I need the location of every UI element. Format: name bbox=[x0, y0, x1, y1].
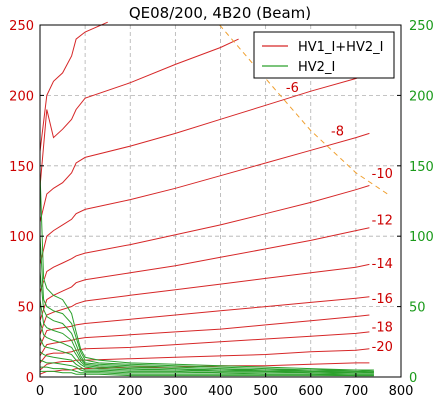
y2-tick-label: 0 bbox=[409, 371, 417, 386]
y-tick-label: 200 bbox=[9, 89, 34, 104]
curve-label: -20 bbox=[372, 340, 393, 355]
x-tick-label: 500 bbox=[253, 384, 278, 399]
hv2-series-line bbox=[39, 236, 374, 372]
plot-series bbox=[39, 21, 374, 377]
curve-label: -16 bbox=[372, 292, 393, 307]
y-tick-label: 50 bbox=[17, 301, 34, 316]
hv1-hv2-series-line bbox=[39, 72, 370, 223]
hv2-series-line bbox=[39, 337, 374, 374]
y2-tick-label: 200 bbox=[409, 89, 434, 104]
legend-label: HV2_I bbox=[298, 60, 335, 75]
x-tick-label: 600 bbox=[298, 384, 323, 399]
curve-labels: -6 -8 -10 -12 -14 -16 -18 -20 bbox=[286, 81, 393, 355]
y2-tick-label: 250 bbox=[409, 19, 434, 34]
curve-label: -14 bbox=[372, 257, 393, 272]
y-tick-label: 150 bbox=[9, 160, 34, 175]
hv2-series-line bbox=[39, 299, 374, 374]
x-tick-label: 400 bbox=[208, 384, 233, 399]
curve-label: -18 bbox=[372, 320, 393, 335]
hv1-hv2-series-line bbox=[39, 185, 370, 293]
x-tick-label: 0 bbox=[36, 384, 44, 399]
chart-title: QE08/200, 4B20 (Beam) bbox=[129, 4, 311, 22]
y-tick-label: 100 bbox=[9, 230, 34, 245]
y-tick-label: 250 bbox=[9, 19, 34, 34]
legend-box bbox=[253, 31, 395, 79]
legend-label: HV1_I+HV2_I bbox=[298, 40, 383, 55]
hv1-hv2-series-line bbox=[39, 21, 108, 152]
curve-label: -8 bbox=[331, 125, 344, 140]
x-tick-label: 800 bbox=[389, 384, 414, 399]
curve-label: -10 bbox=[372, 167, 393, 182]
hv1-hv2-series-line bbox=[39, 331, 370, 364]
y2-tick-label: 50 bbox=[409, 301, 426, 316]
x-tick-label: 100 bbox=[73, 384, 98, 399]
curve-label: -6 bbox=[286, 81, 299, 96]
y2-tick-label: 150 bbox=[409, 160, 434, 175]
hv2-series-line bbox=[39, 172, 374, 371]
y-tick-label: 0 bbox=[26, 371, 34, 386]
hv2-series-line bbox=[39, 351, 374, 375]
hv2-series-line bbox=[40, 366, 374, 377]
hv1-hv2-series-line bbox=[39, 314, 370, 357]
hv1-hv2-series-line bbox=[39, 132, 370, 265]
load-line bbox=[219, 24, 388, 195]
load-line-path bbox=[219, 24, 388, 195]
hv1-hv2-series-line bbox=[39, 38, 239, 187]
x-tick-label: 300 bbox=[163, 384, 188, 399]
curve-label: -12 bbox=[372, 213, 393, 228]
x-tick-label: 200 bbox=[118, 384, 143, 399]
legend: HV1_I+HV2_I HV2_I bbox=[253, 31, 395, 79]
axes: 0 100 200 300 400 500 600 700 800050100150200250… bbox=[9, 19, 434, 399]
y2-tick-label: 100 bbox=[409, 230, 434, 245]
hv1-hv2-series-line bbox=[39, 227, 370, 321]
x-tick-label: 700 bbox=[343, 384, 368, 399]
hv1-hv2-series-line bbox=[39, 296, 370, 347]
grid bbox=[40, 25, 401, 377]
